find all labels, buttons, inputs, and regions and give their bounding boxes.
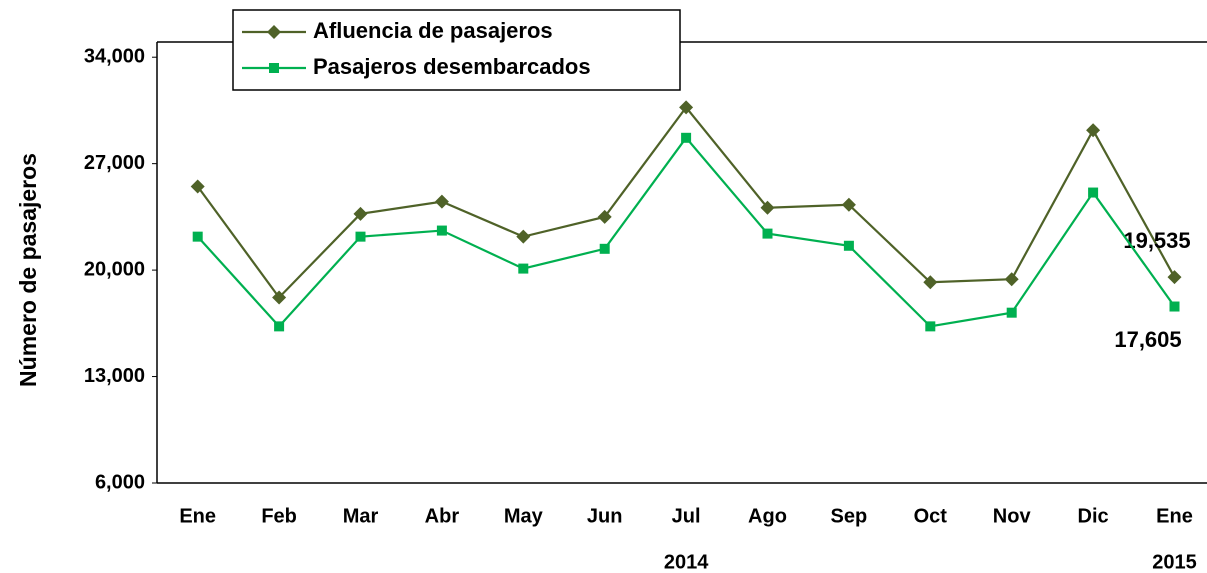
marker [272,290,287,305]
x-tick-label: Nov [993,505,1032,527]
marker [923,275,938,290]
y-axis-label: Número de pasajeros [15,153,41,387]
marker [274,321,285,332]
marker [190,179,205,194]
y-tick-label: 27,000 [84,152,145,174]
marker [597,209,612,224]
marker [355,231,366,242]
marker [1086,123,1101,138]
marker [679,100,694,115]
marker [843,240,854,251]
marker [1088,187,1099,198]
marker [1006,307,1017,318]
x-tick-label: Dic [1078,505,1109,527]
marker [518,263,529,274]
year-label: 2014 [664,551,709,573]
data-label: 19,535 [1123,228,1190,253]
y-tick-label: 6,000 [95,471,145,493]
x-tick-label: Mar [343,505,379,527]
x-tick-label: Jul [672,505,701,527]
marker [1004,272,1019,287]
marker [760,200,775,215]
marker [516,229,531,244]
x-tick-label: Feb [261,505,297,527]
x-tick-label: Ene [179,505,216,527]
marker [681,132,692,143]
marker [1167,270,1182,285]
x-tick-label: Jun [587,505,623,527]
marker [925,321,936,332]
y-tick-label: 20,000 [84,258,145,280]
marker [192,231,203,242]
legend-label: Pasajeros desembarcados [313,54,591,79]
year-label: 2015 [1152,551,1197,573]
marker [599,243,610,254]
x-tick-label: Oct [914,505,948,527]
marker [434,194,449,209]
data-label: 17,605 [1114,327,1181,352]
legend-box [232,9,681,91]
x-tick-label: May [504,505,544,527]
x-tick-label: Abr [425,505,460,527]
marker [436,225,447,236]
marker [1169,301,1180,312]
x-tick-label: Sep [831,505,868,527]
legend-label: Afluencia de pasajeros [313,18,553,43]
y-tick-label: 34,000 [84,45,145,67]
marker [267,25,281,39]
x-tick-label: Ene [1156,505,1193,527]
marker [353,206,368,221]
y-tick-label: 13,000 [84,365,145,387]
marker [269,63,279,73]
marker [841,197,856,212]
x-tick-label: Ago [748,505,787,527]
marker [762,228,773,239]
